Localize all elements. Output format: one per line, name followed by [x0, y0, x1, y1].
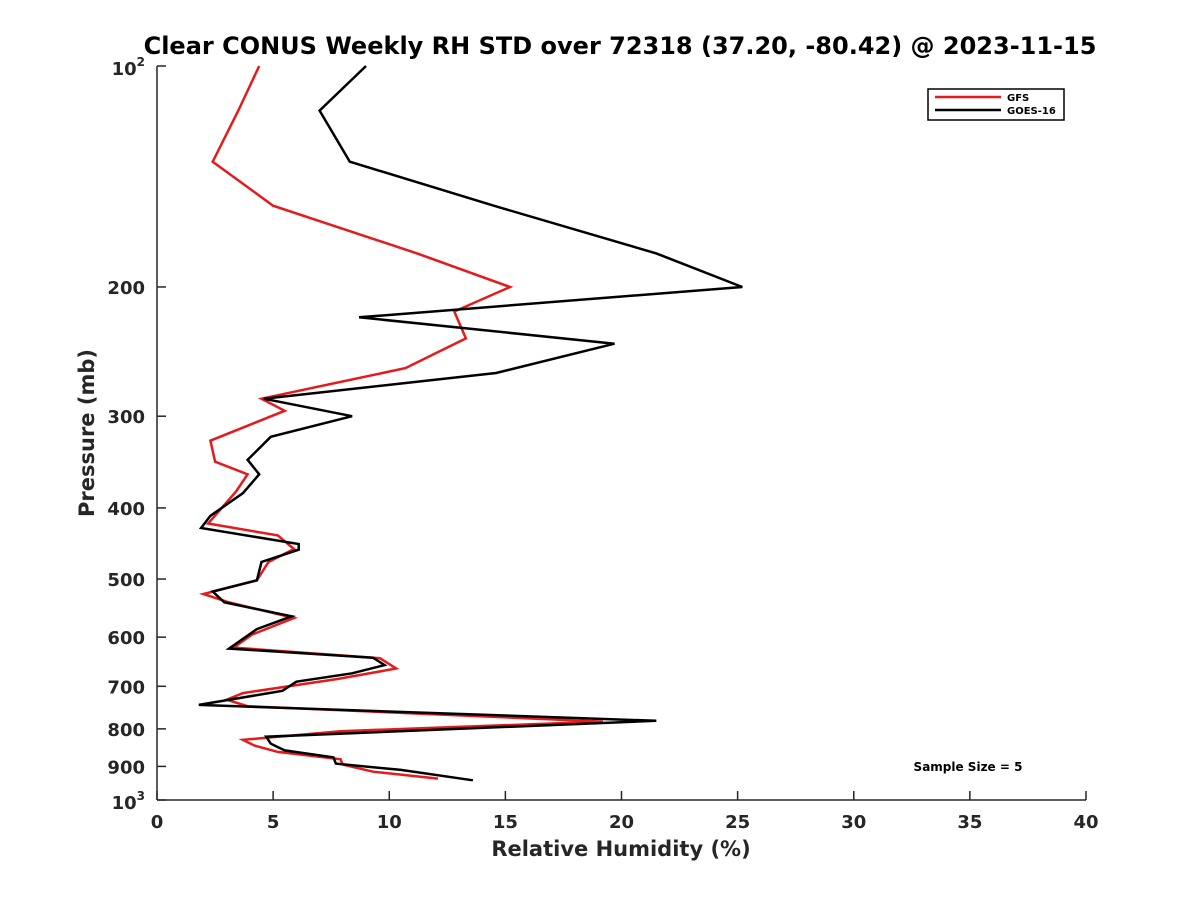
sample-size-annotation: Sample Size = 5	[914, 760, 1023, 774]
y-tick-label: 400	[107, 499, 145, 520]
x-tick-label: 5	[267, 812, 280, 833]
y-tick-label: 700	[107, 677, 145, 698]
legend-label-goes16: GOES-16	[1007, 106, 1056, 117]
x-tick-label: 10	[377, 812, 402, 833]
y-tick-label: 900	[107, 757, 145, 778]
x-tick-label: 40	[1073, 812, 1098, 833]
x-tick-label: 30	[841, 812, 866, 833]
y-tick-label: 500	[107, 570, 145, 591]
legend-label-gfs: GFS	[1007, 93, 1029, 104]
y-axis-label: Pressure (mb)	[75, 349, 99, 517]
y-tick-label: 200	[107, 278, 145, 299]
x-tick-label: 0	[151, 812, 164, 833]
legend: GFS GOES-16	[928, 89, 1064, 120]
x-axis-label: Relative Humidity (%)	[491, 837, 750, 861]
rh-std-profile-chart: Clear CONUS Weekly RH STD over 72318 (37…	[0, 0, 1200, 900]
x-tick-label: 35	[957, 812, 982, 833]
x-tick-label: 15	[493, 812, 518, 833]
y-tick-label: 300	[107, 407, 145, 428]
y-tick-label: 600	[107, 628, 145, 649]
x-tick-label: 20	[609, 812, 634, 833]
chart-title: Clear CONUS Weekly RH STD over 72318 (37…	[144, 32, 1097, 60]
x-tick-label: 25	[725, 812, 750, 833]
y-tick-label: 800	[107, 720, 145, 741]
